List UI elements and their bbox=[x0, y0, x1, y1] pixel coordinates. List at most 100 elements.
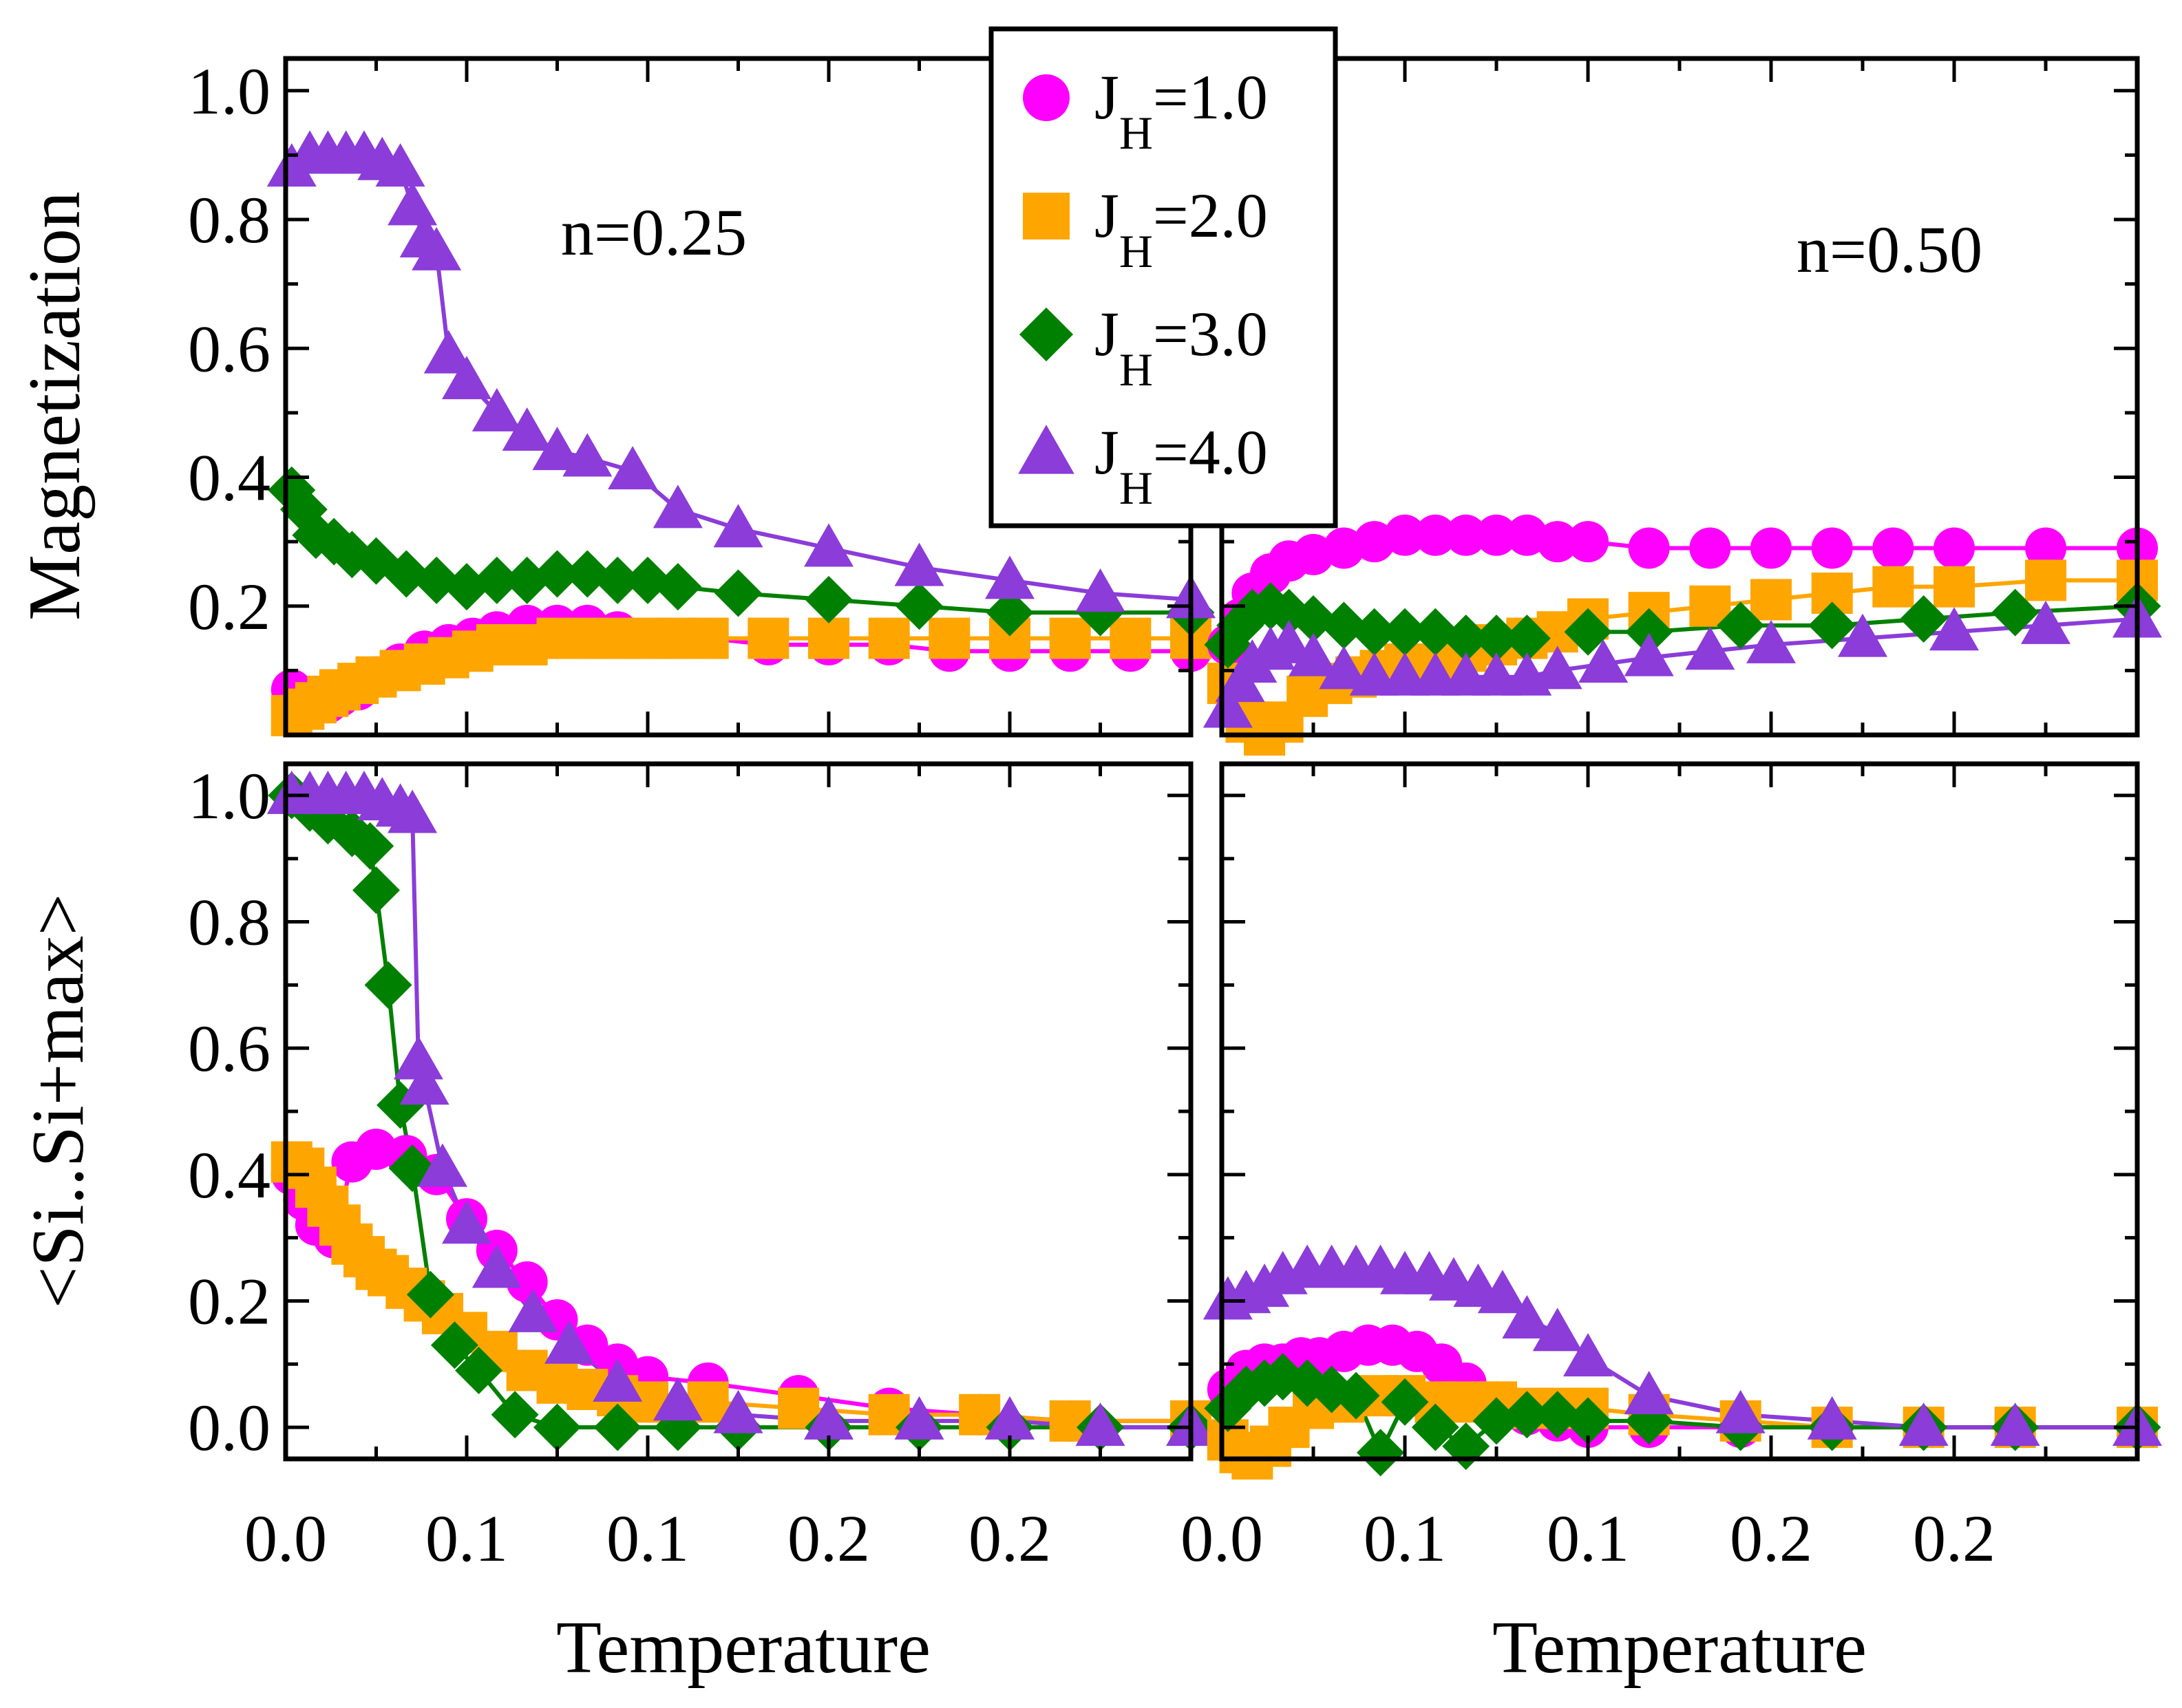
data-point bbox=[1442, 615, 1490, 663]
data-point bbox=[1502, 1295, 1552, 1338]
data-point bbox=[1381, 1378, 1429, 1426]
data-point bbox=[929, 617, 971, 659]
y-tick-label: 0.4 bbox=[188, 441, 271, 515]
legend-marker bbox=[1023, 74, 1070, 121]
legend-marker bbox=[1023, 193, 1070, 239]
data-point bbox=[1746, 619, 1796, 663]
data-point bbox=[1624, 632, 1674, 676]
legend-value: =3.0 bbox=[1153, 299, 1268, 369]
x-tick-label: 0.1 bbox=[606, 1502, 689, 1575]
x-tick-label: 0.2 bbox=[968, 1502, 1051, 1575]
x-axis-title-right: Temperature bbox=[1492, 1607, 1867, 1689]
data-point bbox=[1685, 626, 1735, 670]
data-point bbox=[2021, 600, 2070, 644]
data-point bbox=[1075, 1402, 1125, 1447]
legend-symbol: J bbox=[1094, 180, 1119, 250]
data-point bbox=[1319, 645, 1369, 690]
data-point bbox=[442, 356, 491, 400]
data-point bbox=[804, 1396, 854, 1440]
data-point bbox=[417, 1143, 467, 1187]
data-point bbox=[375, 143, 425, 187]
data-point bbox=[1350, 608, 1399, 656]
data-point bbox=[985, 1396, 1035, 1440]
x-tick-label: 0.2 bbox=[1913, 1502, 1995, 1575]
plot-area bbox=[266, 770, 1216, 1451]
data-point bbox=[2025, 559, 2066, 601]
data-point bbox=[1838, 613, 1887, 657]
series-points-jh40 bbox=[1203, 1244, 2162, 1447]
data-point bbox=[1411, 608, 1459, 656]
data-point bbox=[1567, 521, 1609, 563]
data-point bbox=[1872, 566, 1914, 608]
x-tick-label: 0.1 bbox=[425, 1502, 508, 1575]
data-point bbox=[1715, 1389, 1766, 1433]
data-point bbox=[1445, 514, 1487, 556]
data-point bbox=[608, 446, 658, 490]
legend-subscript: H bbox=[1119, 225, 1153, 277]
data-point bbox=[1990, 1402, 2040, 1447]
legend-subscript: H bbox=[1119, 343, 1153, 396]
y-tick-label: 0.4 bbox=[188, 1138, 271, 1212]
data-point bbox=[1807, 1396, 1857, 1440]
data-point bbox=[593, 556, 642, 604]
data-point bbox=[388, 182, 438, 226]
legend-label: JH=2.0 bbox=[1094, 180, 1268, 277]
data-point bbox=[1289, 595, 1337, 643]
data-point bbox=[896, 582, 943, 630]
data-point bbox=[388, 789, 438, 833]
data-point bbox=[593, 1358, 643, 1402]
series-points-jh30 bbox=[268, 466, 1215, 637]
data-point bbox=[804, 523, 854, 567]
data-point bbox=[423, 330, 474, 374]
y-tick-label: 0.2 bbox=[188, 1264, 271, 1338]
legend-label: JH=4.0 bbox=[1094, 417, 1268, 514]
data-point bbox=[1808, 601, 1856, 650]
data-point bbox=[406, 1270, 454, 1319]
legend-value: =4.0 bbox=[1153, 417, 1268, 487]
data-point bbox=[328, 809, 376, 857]
y-axis-title-top: Magnetization bbox=[14, 191, 96, 621]
y-tick-label: 0.2 bbox=[188, 570, 271, 643]
legend-label: JH=1.0 bbox=[1094, 62, 1268, 159]
data-point bbox=[473, 556, 521, 604]
data-point bbox=[1075, 568, 1125, 612]
data-point bbox=[544, 1320, 595, 1364]
data-point bbox=[986, 588, 1034, 637]
data-point bbox=[894, 1396, 944, 1440]
data-point bbox=[1289, 632, 1338, 676]
data-point bbox=[1320, 601, 1368, 650]
data-point bbox=[1049, 617, 1091, 659]
data-point bbox=[472, 1244, 522, 1288]
data-point bbox=[506, 1261, 548, 1303]
legend-value: =1.0 bbox=[1153, 62, 1268, 132]
data-point bbox=[654, 1403, 702, 1451]
data-point bbox=[393, 1036, 443, 1080]
annotation-n050: n=0.50 bbox=[1797, 213, 1982, 286]
data-point bbox=[1625, 1397, 1673, 1445]
legend-subscript: H bbox=[1119, 107, 1153, 159]
legend-symbol: J bbox=[1094, 417, 1119, 487]
x-tick-label: 0.0 bbox=[244, 1502, 327, 1575]
data-point bbox=[1503, 1391, 1551, 1439]
legend-entry: JH=3.0 bbox=[1019, 299, 1268, 396]
x-axis-title-left: Temperature bbox=[556, 1607, 931, 1689]
data-point bbox=[442, 1200, 491, 1244]
data-point bbox=[653, 484, 703, 529]
data-point bbox=[533, 550, 581, 598]
x-tick-label: 0.0 bbox=[1180, 1502, 1263, 1575]
data-point bbox=[1934, 566, 1975, 608]
legend-marker bbox=[1018, 425, 1074, 474]
legend-entry: JH=1.0 bbox=[1023, 62, 1268, 159]
data-point bbox=[1898, 1402, 1949, 1447]
data-point bbox=[533, 1403, 581, 1451]
series-points-jh40 bbox=[266, 770, 1216, 1447]
data-point bbox=[1900, 595, 1948, 643]
legend: JH=1.0JH=2.0JH=3.0JH=4.0 bbox=[988, 26, 1338, 529]
data-point bbox=[894, 542, 944, 586]
data-point bbox=[532, 427, 582, 471]
data-point bbox=[1203, 684, 1253, 728]
x-tick-label: 0.1 bbox=[1547, 1502, 1629, 1575]
data-point bbox=[1628, 527, 1670, 569]
data-point bbox=[713, 504, 763, 548]
